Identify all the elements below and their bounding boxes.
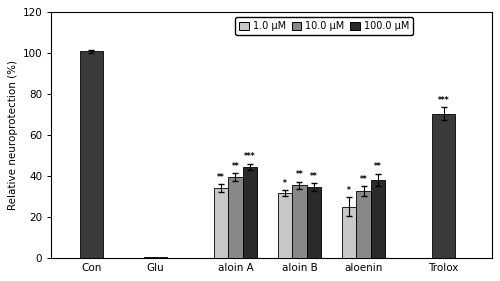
Text: *: * xyxy=(283,179,287,188)
Legend: 1.0 μM, 10.0 μM, 100.0 μM: 1.0 μM, 10.0 μM, 100.0 μM xyxy=(236,17,414,35)
Text: **: ** xyxy=(296,170,304,179)
Bar xyxy=(342,207,356,258)
Text: **: ** xyxy=(360,175,368,184)
Y-axis label: Relative neuroprotection (%): Relative neuroprotection (%) xyxy=(8,60,18,210)
Bar xyxy=(214,188,228,258)
Text: **: ** xyxy=(217,173,225,182)
Text: ***: *** xyxy=(438,96,450,105)
Bar xyxy=(242,167,257,258)
Text: **: ** xyxy=(232,162,239,171)
Bar xyxy=(356,191,371,258)
Bar xyxy=(432,114,455,258)
Text: ***: *** xyxy=(244,152,256,161)
Bar xyxy=(278,193,292,258)
Bar xyxy=(292,185,306,258)
Text: **: ** xyxy=(374,162,382,171)
Bar xyxy=(80,51,102,258)
Bar xyxy=(306,187,321,258)
Bar xyxy=(144,257,167,258)
Text: **: ** xyxy=(310,172,318,181)
Text: *: * xyxy=(347,186,351,195)
Bar xyxy=(371,180,385,258)
Bar xyxy=(228,177,242,258)
